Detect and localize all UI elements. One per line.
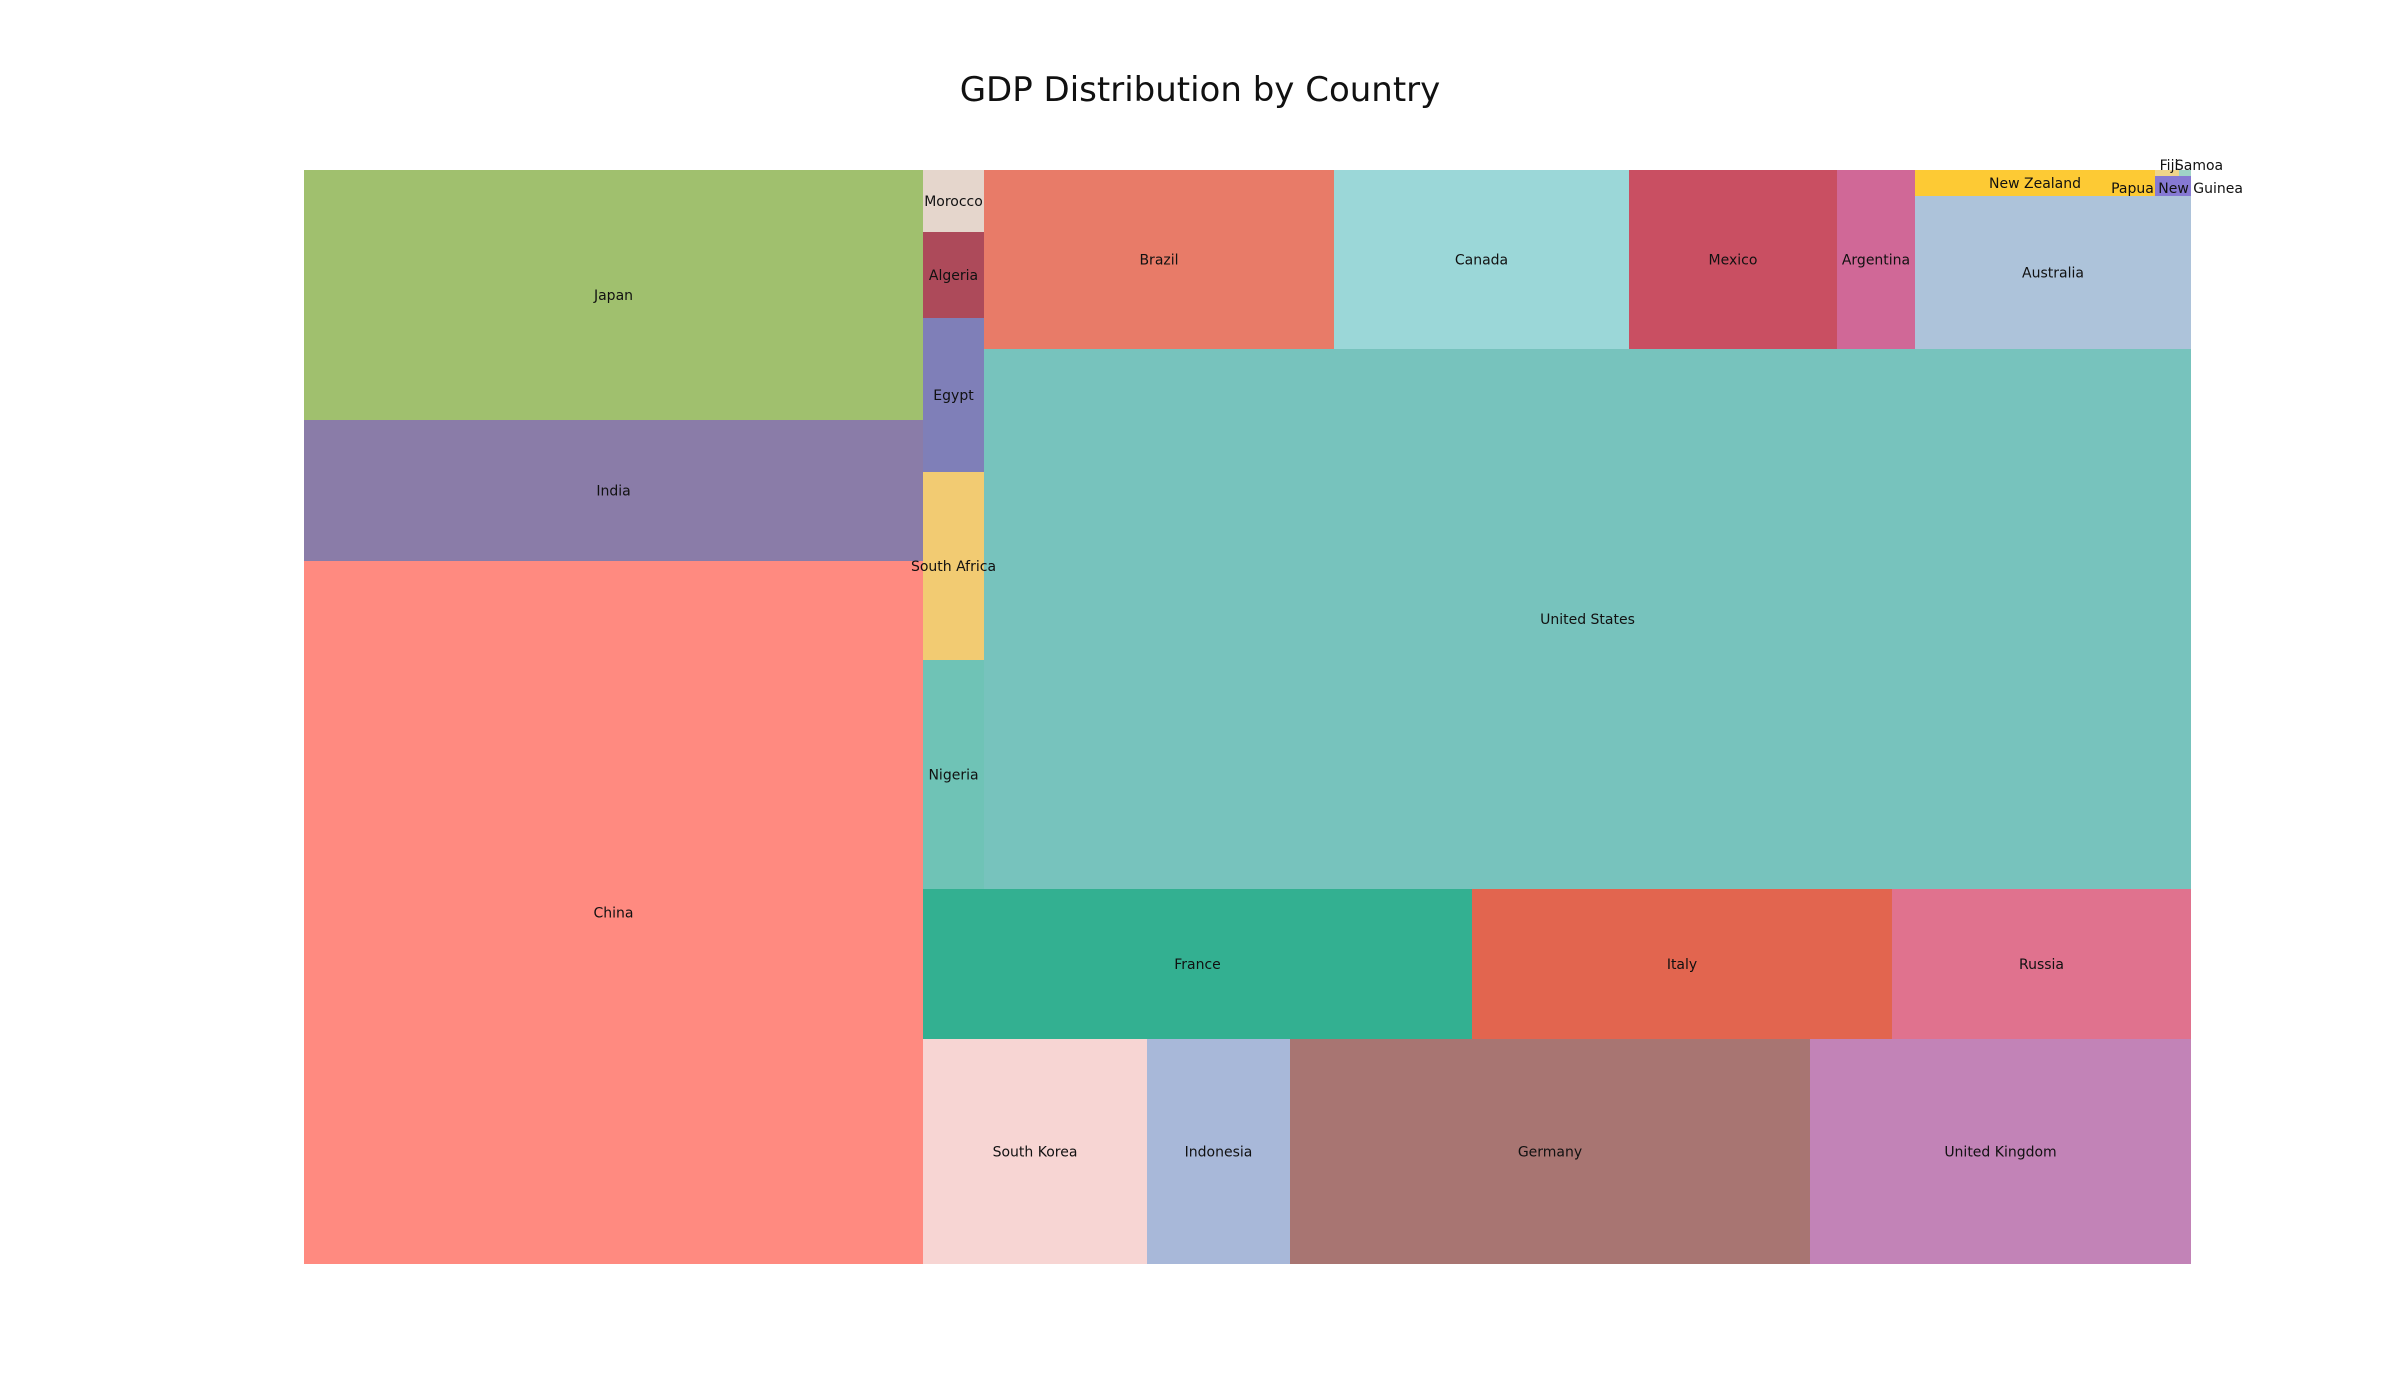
treemap-cell-morocco: [923, 170, 984, 232]
treemap-label-samoa: Samoa: [2175, 158, 2223, 174]
treemap-label-china: China: [594, 906, 634, 922]
treemap-label-egypt: Egypt: [933, 388, 974, 404]
treemap-label-italy: Italy: [1667, 957, 1697, 973]
treemap-cell-russia: [1892, 889, 2191, 1039]
treemap-label-algeria: Algeria: [929, 268, 978, 284]
treemap-cell-mexico: [1629, 170, 1837, 349]
treemap-label-papua-new-guinea: Papua New Guinea: [2111, 181, 2243, 197]
treemap-cell-brazil: [984, 170, 1334, 349]
treemap-cell-algeria: [923, 232, 984, 318]
treemap-cell-france: [923, 889, 1472, 1039]
treemap-label-indonesia: Indonesia: [1185, 1145, 1253, 1161]
treemap-label-canada: Canada: [1455, 253, 1508, 269]
treemap-label-new-zealand: New Zealand: [1989, 176, 2081, 192]
treemap-cell-united-states: [984, 349, 2191, 889]
treemap-label-germany: Germany: [1518, 1145, 1582, 1161]
treemap-cell-argentina: [1837, 170, 1915, 349]
treemap-label-nigeria: Nigeria: [928, 768, 978, 784]
treemap-label-japan: Japan: [593, 288, 633, 304]
treemap-cell-fiji: [2155, 170, 2179, 176]
treemap-label-russia: Russia: [2019, 957, 2064, 973]
treemap-cell-china: [304, 561, 923, 1264]
treemap-cell-nigeria: [923, 660, 984, 889]
treemap-cell-indonesia: [1147, 1039, 1290, 1264]
treemap-label-fiji: Fiji: [2160, 158, 2179, 174]
treemap-cell-japan: [304, 170, 923, 420]
treemap-label-mexico: Mexico: [1709, 253, 1758, 269]
treemap-cell-australia: [1915, 196, 2191, 349]
treemap-cell-germany: [1290, 1039, 1810, 1264]
treemap-cell-new-zealand: [1915, 170, 2155, 196]
treemap-label-united-kingdom: United Kingdom: [1944, 1145, 2056, 1161]
chart-title: GDP Distribution by Country: [959, 70, 1441, 110]
treemap-label-south-africa: South Africa: [911, 559, 996, 575]
treemap-label-australia: Australia: [2022, 266, 2084, 282]
treemap-label-brazil: Brazil: [1139, 253, 1178, 269]
treemap-cell-united-kingdom: [1810, 1039, 2191, 1264]
treemap-label-france: France: [1174, 957, 1221, 973]
treemap-cell-canada: [1334, 170, 1629, 349]
treemap-label-india: India: [596, 484, 630, 500]
treemap-label-south-korea: South Korea: [993, 1145, 1078, 1161]
treemap-label-morocco: Morocco: [924, 194, 983, 210]
treemap-cell-india: [304, 420, 923, 561]
treemap-cell-south-africa: [923, 472, 984, 660]
treemap-label-argentina: Argentina: [1842, 253, 1910, 269]
treemap-cell-italy: [1472, 889, 1892, 1039]
treemap-cell-egypt: [923, 318, 984, 472]
treemap-cell-south-korea: [923, 1039, 1147, 1264]
treemap-label-united-states: United States: [1540, 612, 1635, 628]
treemap-cell-samoa: [2179, 170, 2191, 176]
treemap-cell-papua-new-guinea: [2155, 176, 2191, 196]
